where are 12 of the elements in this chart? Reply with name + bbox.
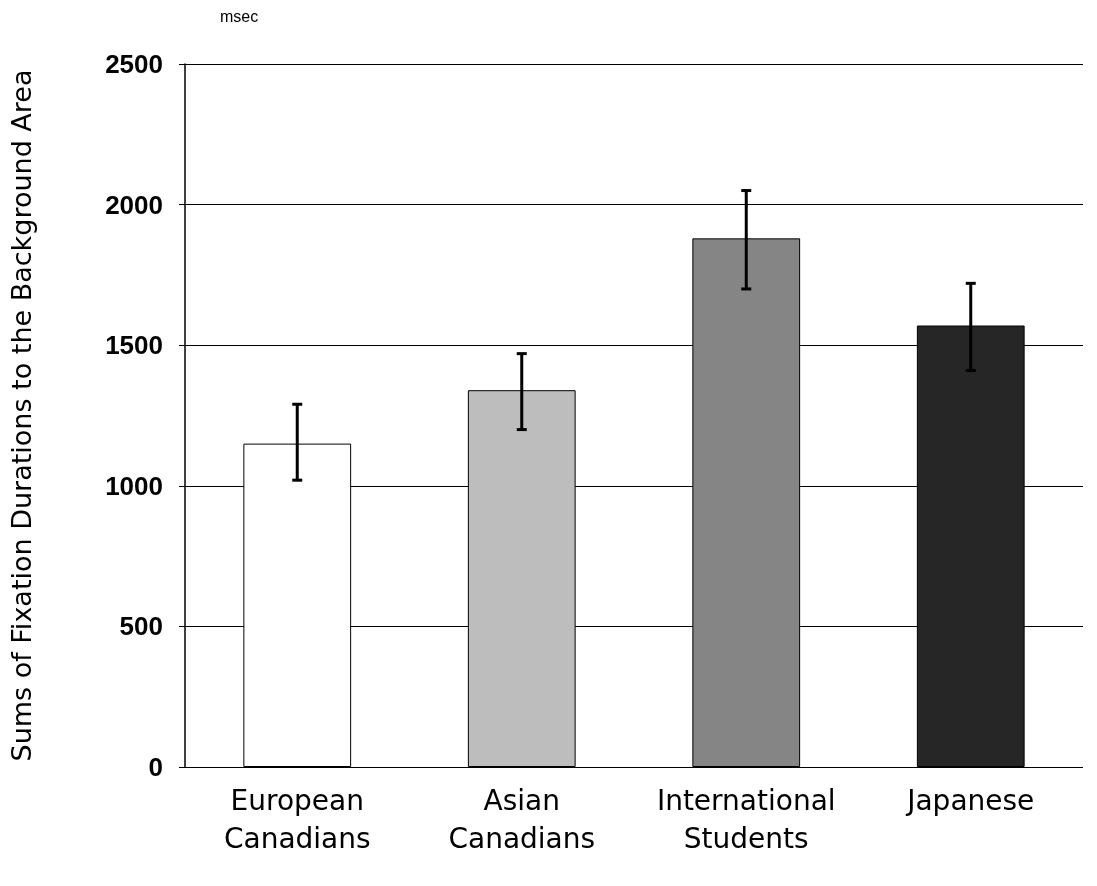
y-tick-label: 2000 xyxy=(105,189,163,220)
y-tick-label: 0 xyxy=(148,752,163,782)
y-tick-label: 2500 xyxy=(105,49,163,79)
x-tick-label: Japanese xyxy=(905,783,1035,817)
y-tick-label: 1000 xyxy=(105,470,163,501)
y-axis-title: Sums of Fixation Durations to the Background Area xyxy=(6,69,37,762)
x-tick-label: European Canadians xyxy=(223,783,371,855)
text: msec xyxy=(220,7,259,25)
x-tick-label: Asian Canadians xyxy=(448,783,596,855)
y-tick-label: 1500 xyxy=(105,330,163,361)
y-tick-label: 500 xyxy=(119,611,163,642)
x-tick-label: International Students xyxy=(656,783,836,855)
